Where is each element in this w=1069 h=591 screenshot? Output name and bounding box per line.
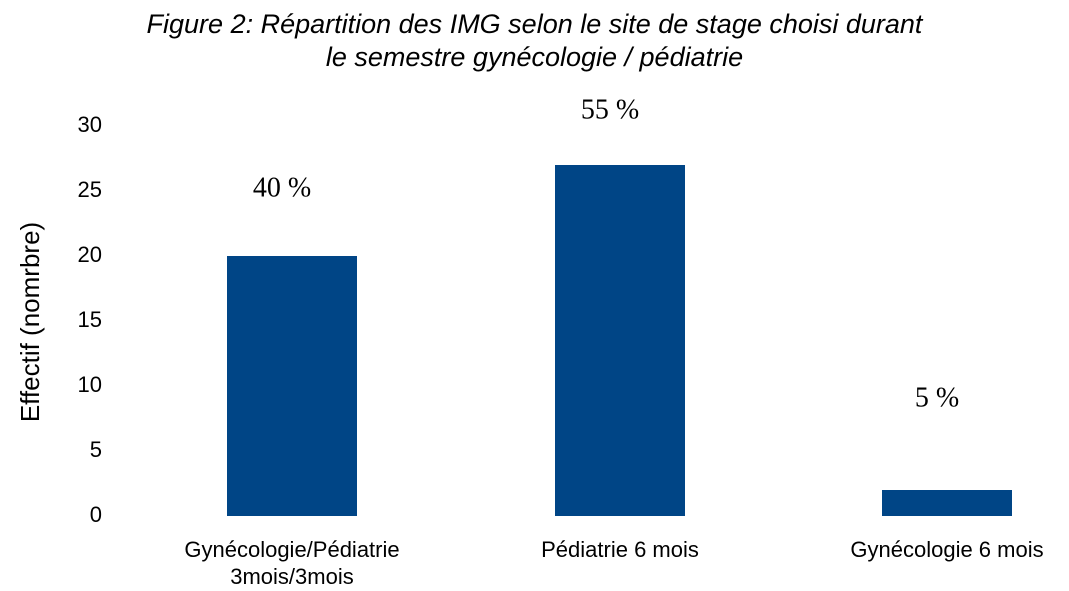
x-tick-label: Gynécologie 6 mois (850, 537, 1044, 562)
y-tick-label: 30 (78, 112, 102, 137)
annotation: 55 % (581, 94, 639, 125)
annotation: 5 % (915, 382, 959, 413)
y-tick-label: 25 (78, 177, 102, 202)
y-tick-label: 20 (78, 242, 102, 267)
y-tick-label: 15 (78, 307, 102, 332)
annotation: 40 % (253, 172, 311, 203)
bar (227, 256, 357, 516)
bar (555, 165, 685, 516)
y-tick-label: 5 (90, 437, 102, 462)
y-tick-label: 0 (90, 502, 102, 527)
x-tick-label: Pédiatrie 6 mois (541, 537, 699, 562)
y-axis-label: Effectif (nomrbre) (15, 222, 45, 422)
y-tick-label: 10 (78, 372, 102, 397)
bar (882, 490, 1012, 516)
x-tick-label: Gynécologie/Pédiatrie 3mois/3mois (184, 537, 400, 589)
chart-title: Figure 2: Répartition des IMG selon le s… (146, 9, 923, 72)
